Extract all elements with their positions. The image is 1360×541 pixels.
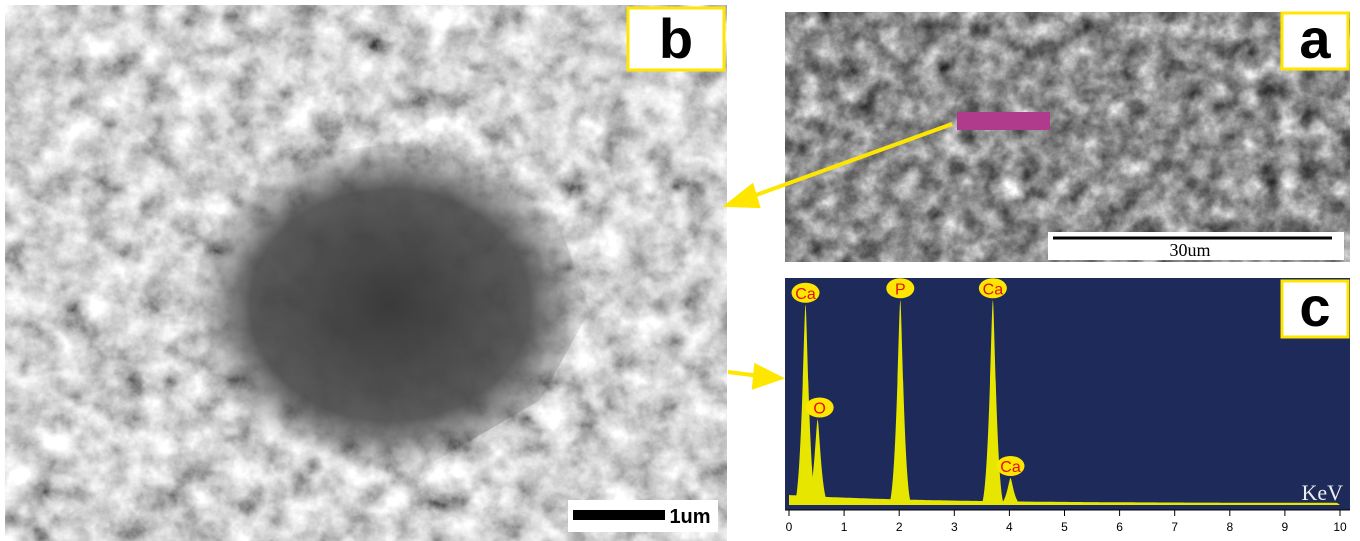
x-tick-label: 8: [1226, 520, 1233, 534]
x-tick-label: 1: [841, 520, 848, 534]
panel-b: b 1um: [5, 5, 727, 541]
x-tick-label: 6: [1116, 520, 1123, 534]
panel-label: a: [1299, 7, 1331, 70]
x-tick-label: 3: [951, 520, 958, 534]
x-tick-label: 4: [1006, 520, 1013, 534]
arrow-head: [728, 186, 758, 206]
scale-bar: [573, 510, 665, 520]
x-tick-label: 10: [1333, 520, 1347, 534]
peak-label: O: [813, 401, 825, 418]
sem-image: [785, 12, 1350, 262]
peak-label: P: [895, 281, 906, 298]
scale-text: 1um: [669, 506, 710, 528]
peak-label: Ca: [983, 281, 1004, 298]
x-tick-label: 2: [896, 520, 903, 534]
x-axis-label: KeV: [1301, 480, 1343, 505]
panel-label: c: [1299, 275, 1330, 338]
panel-c: c KeV Ca O P Ca Ca 0 1 2 3 4 5 6 7 8 9 10: [785, 275, 1350, 534]
peak-label: Ca: [795, 286, 816, 303]
peak-label: Ca: [1000, 459, 1021, 476]
panel-label: b: [659, 7, 693, 70]
arrow-head: [754, 366, 780, 387]
x-tick-label: 9: [1282, 520, 1289, 534]
x-tick-label: 7: [1171, 520, 1178, 534]
scale-text: 30um: [1169, 240, 1210, 260]
figure: b 1um a 30um c KeV Ca O P Ca Ca 0 1 2 3 4 5 6 7 8 9 10: [0, 0, 1360, 541]
x-tick-label: 0: [786, 520, 793, 534]
x-tick-label: 5: [1061, 520, 1068, 534]
analysis-region: [957, 112, 1050, 130]
panel-a: a 30um: [785, 7, 1350, 262]
spectrum-background: [785, 278, 1350, 510]
